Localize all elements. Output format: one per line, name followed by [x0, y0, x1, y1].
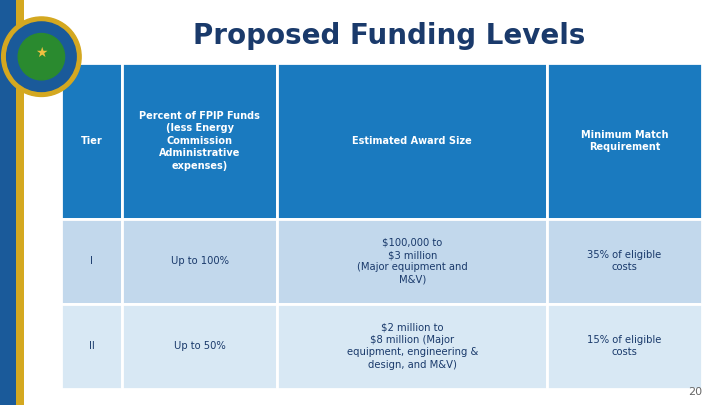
Bar: [122, 304, 277, 389]
Text: 20: 20: [688, 387, 702, 397]
Bar: [547, 63, 702, 219]
Text: ★: ★: [35, 45, 48, 60]
Text: II: II: [89, 341, 94, 351]
Text: Estimated Award Size: Estimated Award Size: [352, 136, 472, 146]
Bar: [547, 219, 702, 304]
Bar: [0, 0, 16, 405]
Bar: [122, 63, 277, 219]
Bar: [61, 63, 122, 219]
Text: Proposed Funding Levels: Proposed Funding Levels: [193, 22, 585, 50]
Text: 35% of eligible
costs: 35% of eligible costs: [588, 250, 662, 273]
Circle shape: [1, 17, 81, 96]
Bar: [547, 304, 702, 389]
Bar: [61, 304, 122, 389]
Bar: [277, 219, 547, 304]
Text: I: I: [91, 256, 93, 266]
Text: Tier: Tier: [81, 136, 103, 146]
Bar: [277, 63, 547, 219]
Circle shape: [6, 22, 76, 92]
Text: $2 million to
$8 million (Major
equipment, engineering &
design, and M&V): $2 million to $8 million (Major equipmen…: [346, 323, 478, 370]
Text: Up to 100%: Up to 100%: [171, 256, 229, 266]
Circle shape: [18, 34, 65, 80]
Text: 15% of eligible
costs: 15% of eligible costs: [588, 335, 662, 358]
Text: Percent of FPIP Funds
(less Energy
Commission
Administrative
expenses): Percent of FPIP Funds (less Energy Commi…: [140, 111, 260, 171]
Bar: [122, 219, 277, 304]
Bar: [16, 0, 24, 405]
Bar: [277, 304, 547, 389]
Text: $100,000 to
$3 million
(Major equipment and
M&V): $100,000 to $3 million (Major equipment …: [357, 238, 467, 285]
Text: Up to 50%: Up to 50%: [174, 341, 225, 351]
Text: Minimum Match
Requirement: Minimum Match Requirement: [581, 130, 668, 152]
Bar: [61, 219, 122, 304]
